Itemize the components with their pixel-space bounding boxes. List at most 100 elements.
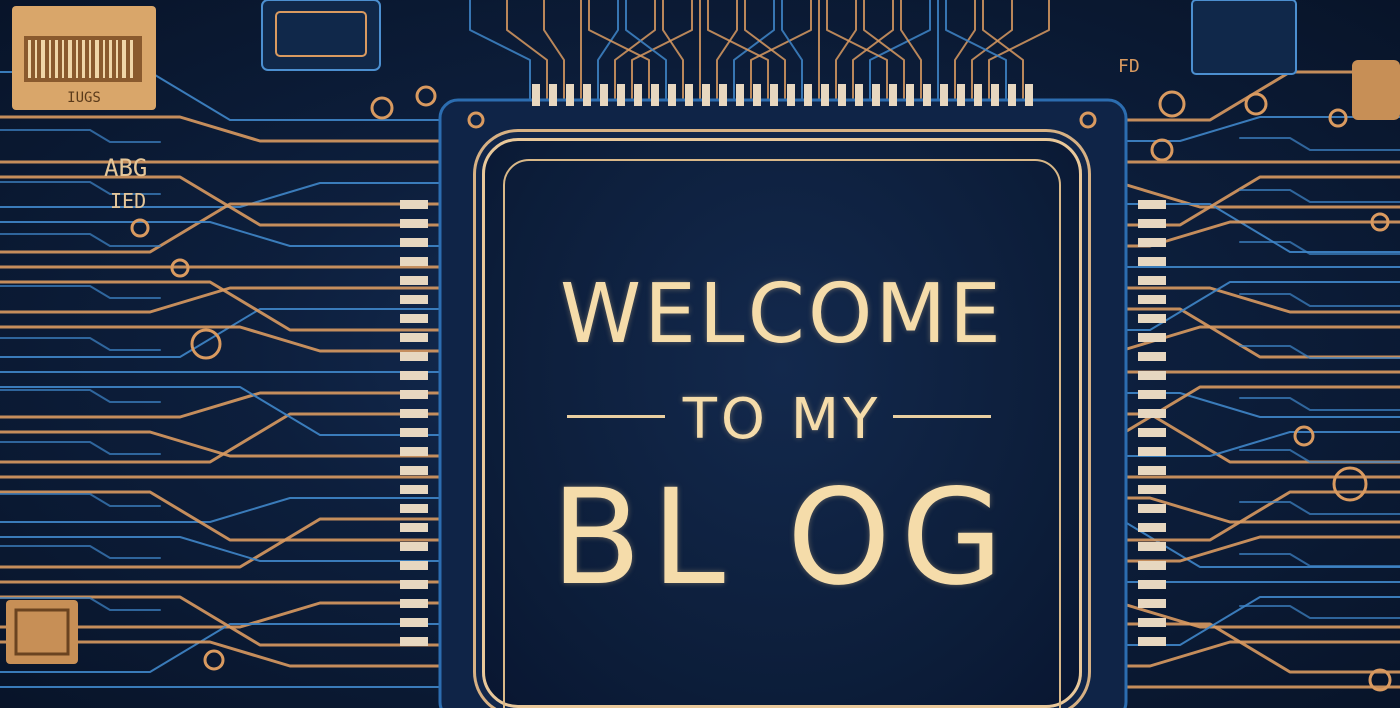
chip-pin <box>400 542 428 551</box>
chip-pin <box>400 219 428 228</box>
circuit-trace <box>971 0 1013 101</box>
circuit-trace <box>1118 496 1400 524</box>
chip-pin <box>855 84 863 106</box>
chip-pin <box>1138 447 1166 456</box>
heading-line-blog: BL OG <box>550 461 1014 615</box>
circuit-trace <box>863 0 905 101</box>
chip-pin <box>838 84 846 106</box>
chip-inner-border <box>503 159 1061 708</box>
circuit-trace <box>1118 601 1400 629</box>
heading-line-welcome: WELCOME <box>560 267 1004 362</box>
chip-pin <box>1138 637 1166 646</box>
circuit-trace <box>781 0 803 101</box>
chip-pin <box>549 84 557 106</box>
chip-pin <box>400 390 428 399</box>
chip-pin <box>1138 314 1166 323</box>
chip-pin <box>583 84 591 106</box>
central-chip: WELCOME TO MY BL OG <box>482 138 1082 708</box>
bottom-left-component <box>6 600 78 664</box>
chip-pin <box>719 84 727 106</box>
chip-pin <box>1138 219 1166 228</box>
chip-pin <box>400 618 428 627</box>
circuit-trace <box>0 597 161 611</box>
chip-pin <box>400 485 428 494</box>
chip-pin <box>1138 257 1166 266</box>
circuit-trace <box>716 0 738 101</box>
circuit-trace <box>0 623 441 673</box>
circuit-trace <box>0 175 442 227</box>
chip-pin <box>770 84 778 106</box>
chip-pin <box>400 295 428 304</box>
circuit-trace <box>0 493 161 507</box>
circuit-traces <box>0 0 1400 689</box>
top-left-chip-label: IUGS <box>67 90 101 106</box>
circuit-trace <box>0 441 161 455</box>
circuit-trace <box>1118 181 1400 209</box>
circuit-trace <box>0 280 442 332</box>
chip-pin <box>1138 485 1166 494</box>
circuit-trace <box>543 0 565 101</box>
chip-pin <box>991 84 999 106</box>
circuit-trace <box>1239 553 1400 567</box>
chip-pin <box>1008 84 1016 106</box>
circuit-trace <box>588 0 650 101</box>
chip-pin <box>400 428 428 437</box>
chip-pin <box>400 466 428 475</box>
circuit-trace <box>954 0 976 101</box>
chip-pin <box>685 84 693 106</box>
circuit-trace <box>1118 286 1400 314</box>
circuit-trace <box>631 0 693 101</box>
circuit-trace <box>1239 345 1400 359</box>
right-rule-divider <box>893 415 991 418</box>
circuit-trace <box>1119 281 1400 331</box>
chip-pin <box>1138 466 1166 475</box>
circuit-trace <box>0 545 161 559</box>
chip-pin <box>1138 599 1166 608</box>
chip-pin <box>400 637 428 646</box>
chip-pin <box>736 84 744 106</box>
circuit-trace <box>0 181 161 195</box>
chip-pin <box>957 84 965 106</box>
chip-pin <box>400 504 428 513</box>
circuit-trace <box>733 0 775 101</box>
chip-pin <box>400 352 428 361</box>
circuit-trace <box>0 412 442 464</box>
circuit-trace <box>506 0 548 101</box>
chip-pin <box>400 371 428 380</box>
circuit-trace <box>0 325 442 353</box>
chip-pin <box>821 84 829 106</box>
chip-pin <box>1138 618 1166 627</box>
left-label-2: IED <box>110 189 146 213</box>
circuit-trace <box>1239 241 1400 255</box>
circuit-trace <box>0 391 442 419</box>
chip-pin <box>566 84 574 106</box>
circuit-trace <box>1118 385 1400 437</box>
chip-pin <box>400 523 428 532</box>
circuit-trace <box>869 0 931 101</box>
chip-pin <box>634 84 642 106</box>
chip-pin <box>400 200 428 209</box>
circuit-trace <box>0 285 161 299</box>
circuit-trace <box>1118 220 1400 248</box>
chip-pin <box>1138 390 1166 399</box>
chip-pin <box>400 561 428 570</box>
chip-pin <box>1138 428 1166 437</box>
circuit-trace <box>1118 640 1400 668</box>
chip-pin <box>1138 409 1166 418</box>
chip-pin <box>651 84 659 106</box>
circuit-trace <box>597 0 619 101</box>
chip-pin <box>400 409 428 418</box>
chip-pin <box>400 276 428 285</box>
circuit-trace <box>469 0 531 101</box>
circuit-trace <box>0 115 442 143</box>
chip-pin <box>1138 523 1166 532</box>
barcode-lines <box>28 40 133 78</box>
circuit-trace <box>0 286 442 314</box>
circuit-trace <box>0 233 161 247</box>
chip-pin <box>1138 580 1166 589</box>
circuit-trace <box>988 0 1050 101</box>
chip-pin <box>400 238 428 247</box>
chip-pin <box>1138 504 1166 513</box>
circuit-trace <box>744 0 786 101</box>
chip-pin <box>974 84 982 106</box>
